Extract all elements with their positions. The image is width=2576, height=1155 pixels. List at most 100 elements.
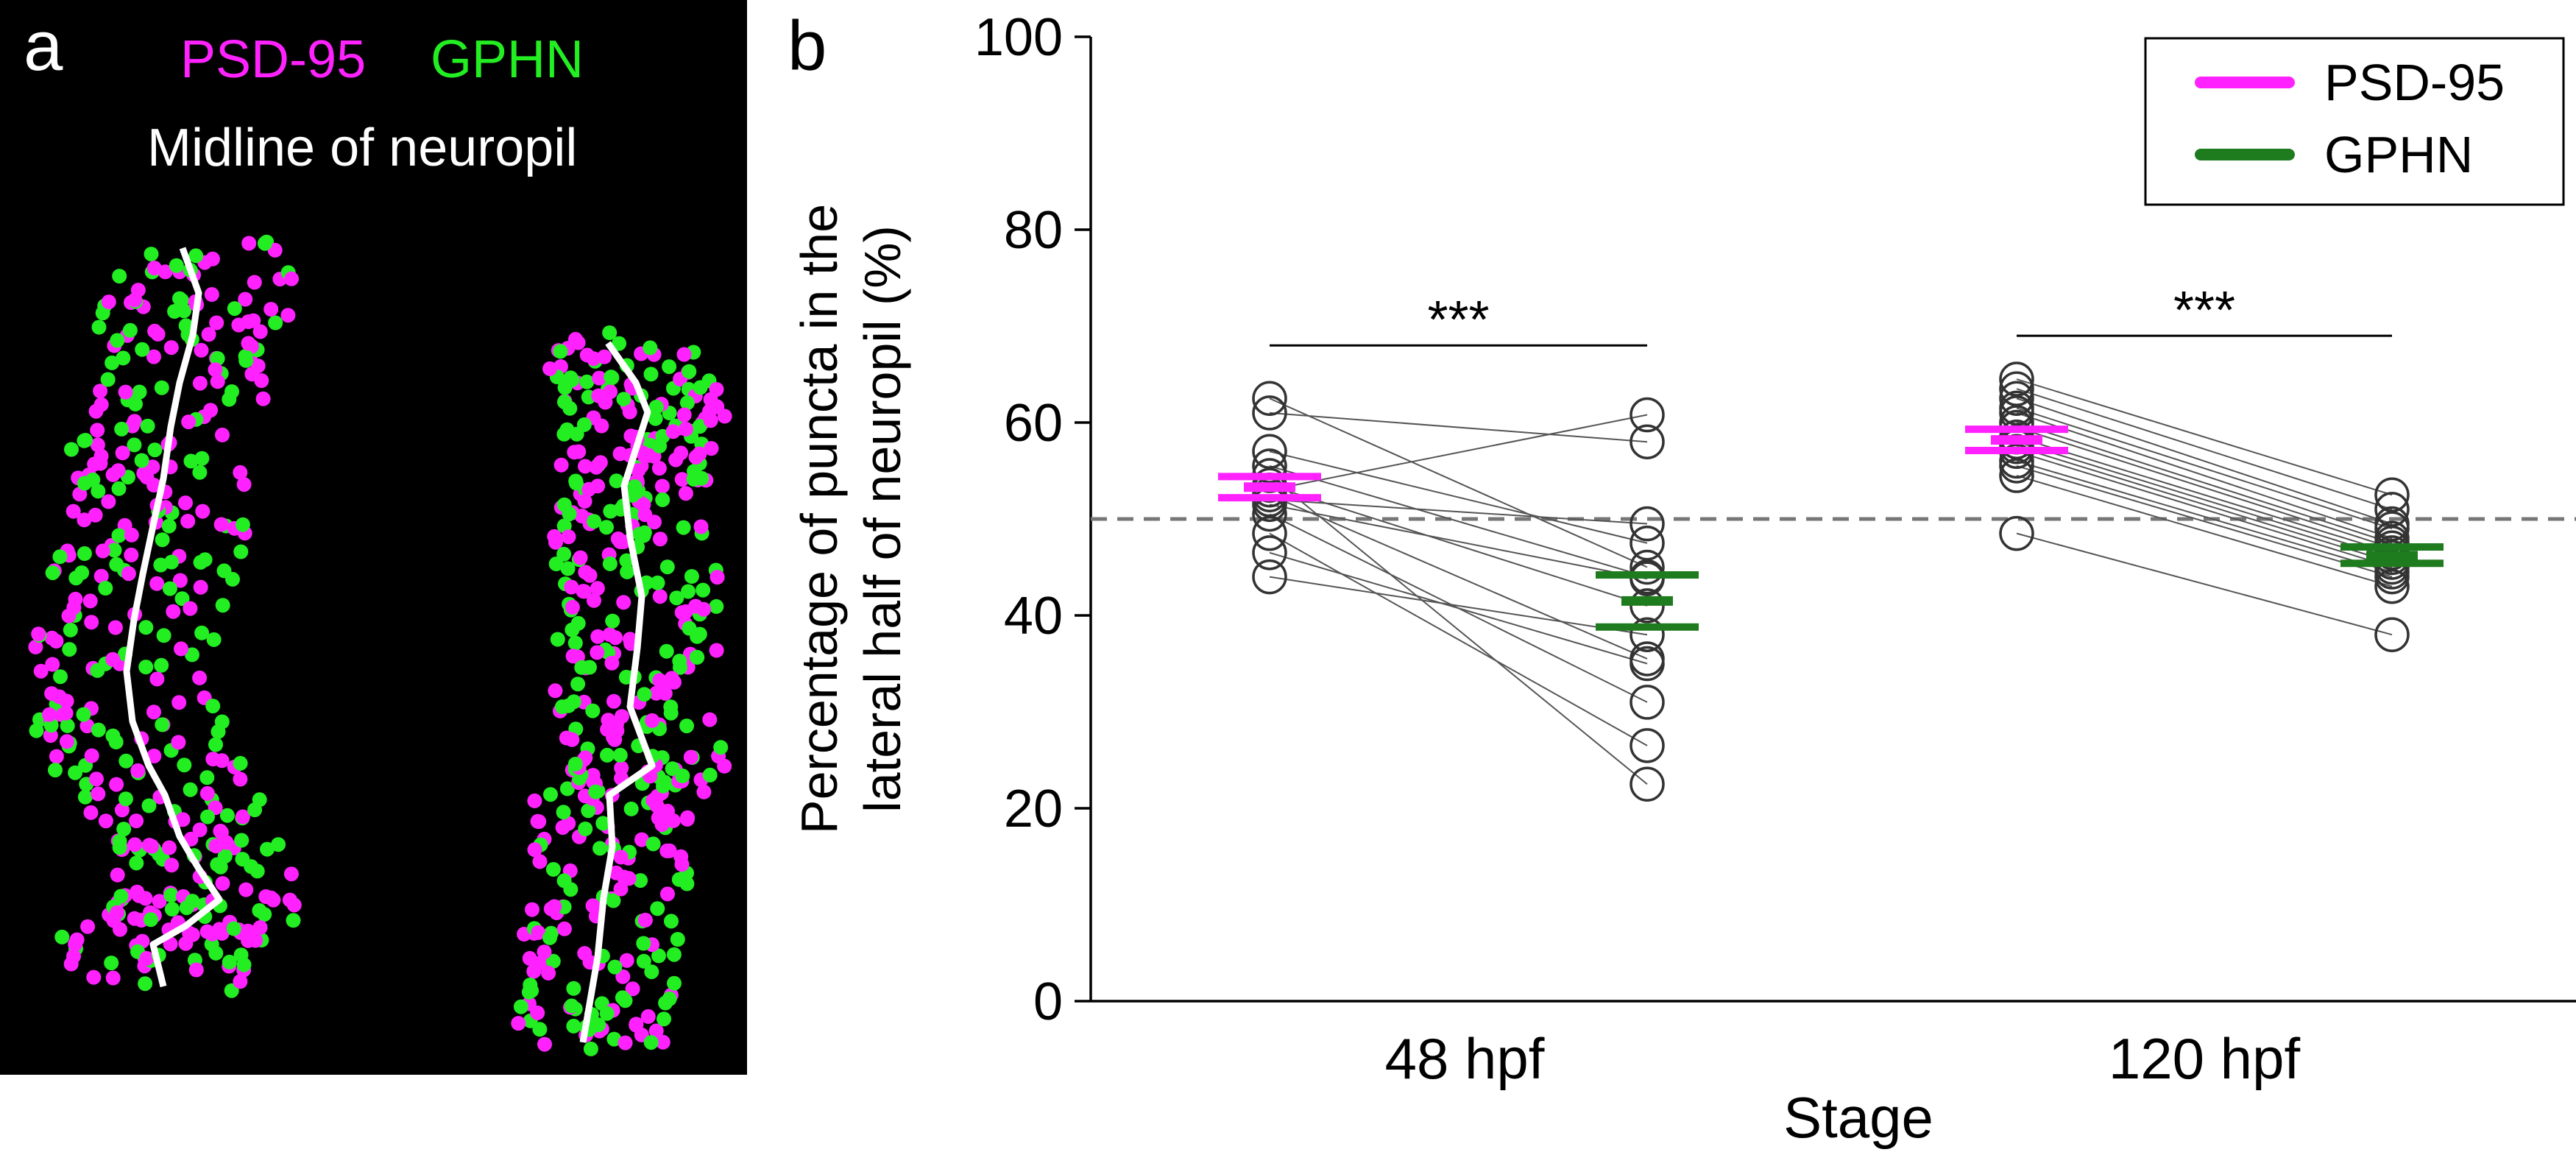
punctum-psd95 — [80, 919, 96, 934]
punctum-gphn — [636, 953, 651, 969]
punctum-psd95 — [33, 663, 49, 679]
punctum-psd95 — [530, 813, 545, 829]
punctum-gphn — [122, 322, 138, 338]
punctum-gphn — [606, 893, 621, 908]
point-gphn — [2374, 617, 2410, 652]
punctum-psd95 — [674, 857, 690, 872]
punctum-psd95 — [246, 313, 261, 328]
punctum-psd95 — [587, 593, 601, 608]
punctum-psd95 — [241, 236, 257, 251]
punctum-psd95 — [188, 962, 204, 978]
punctum-gphn — [172, 291, 187, 306]
paired-line — [2016, 460, 2393, 573]
punctum-psd95 — [606, 693, 621, 709]
punctum-psd95 — [91, 786, 106, 802]
panel-a-letter: a — [24, 7, 63, 85]
punctum-gphn — [257, 907, 272, 922]
punctum-psd95 — [205, 251, 220, 266]
x-category-label: 48 hpf — [1385, 1026, 1545, 1091]
punctum-gphn — [48, 763, 63, 778]
punctum-gphn — [60, 718, 75, 733]
y-axis-title-line1: Percentage of puncta in the — [790, 204, 848, 834]
paired-line — [2016, 532, 2393, 636]
panel-b-chart: b 0 20 40 60 80 100 *** *** 48 hpf 120 hpf Stag… — [788, 7, 2576, 1150]
punctum-psd95 — [213, 517, 229, 532]
punctum-gphn — [696, 582, 711, 598]
punctum-psd95 — [692, 446, 707, 462]
punctum-psd95 — [619, 953, 634, 968]
punctum-gphn — [557, 395, 572, 410]
punctum-gphn — [521, 984, 537, 1000]
punctum-psd95 — [709, 643, 724, 658]
punctum-gphn — [95, 305, 110, 321]
punctum-gphn — [657, 1011, 671, 1027]
punctum-psd95 — [590, 645, 605, 660]
punctum-psd95 — [209, 315, 224, 331]
legend-box — [2144, 37, 2565, 206]
punctum-psd95 — [581, 481, 597, 497]
punctum-gphn — [200, 809, 215, 824]
midline-right — [579, 341, 656, 1043]
punctum-psd95 — [88, 403, 104, 419]
punctum-gphn — [664, 914, 679, 929]
punctum-gphn — [222, 954, 237, 969]
punctum-gphn — [619, 553, 634, 568]
paired-line — [2016, 441, 2393, 559]
punctum-gphn — [104, 956, 119, 971]
punctum-gphn — [675, 769, 690, 783]
punctum-psd95 — [192, 822, 208, 838]
punctum-psd95 — [203, 403, 219, 418]
punctum-gphn — [53, 669, 68, 685]
punctum-psd95 — [527, 842, 542, 858]
punctum-psd95 — [254, 373, 269, 388]
panel-a-microscopy: a PSD-95 GPHN Midline of neuropil — [0, 0, 747, 1075]
punctum-psd95 — [532, 854, 548, 869]
punctum-psd95 — [561, 816, 576, 831]
punctum-gphn — [257, 236, 272, 251]
point-gphn — [1630, 617, 1665, 652]
punctum-gphn — [174, 591, 190, 607]
point-psd95 — [1999, 381, 2034, 416]
punctum-gphn — [676, 520, 691, 535]
paired-line — [1269, 451, 1648, 544]
punctum-psd95 — [139, 951, 155, 966]
punctum-psd95 — [702, 712, 718, 727]
punctum-psd95 — [565, 649, 581, 664]
punctum-gphn — [643, 1035, 659, 1050]
punctum-psd95 — [651, 461, 667, 476]
punctum-psd95 — [66, 504, 81, 519]
punctum-psd95 — [665, 813, 681, 828]
punctum-gphn — [603, 504, 618, 519]
punctum-gphn — [164, 554, 180, 570]
paired-line — [1269, 551, 1648, 665]
punctum-psd95 — [659, 843, 675, 858]
punctum-gphn — [144, 247, 159, 262]
y-ticks: 0 20 40 60 80 100 — [974, 8, 1091, 1031]
punctum-gphn — [140, 418, 155, 434]
punctum-gphn — [652, 438, 668, 453]
punctum-psd95 — [537, 944, 552, 960]
point-gphn — [1630, 526, 1665, 561]
punctum-psd95 — [645, 713, 660, 728]
punctum-gphn — [656, 778, 670, 794]
punctum-psd95 — [612, 446, 628, 462]
punctum-psd95 — [45, 657, 60, 672]
punctum-psd95 — [548, 683, 563, 699]
punctum-gphn — [612, 747, 628, 763]
punctum-psd95 — [127, 837, 143, 852]
punctum-gphn — [702, 767, 718, 783]
punctum-gphn — [91, 319, 107, 335]
paired-line — [2016, 388, 2393, 510]
punctum-gphn — [194, 625, 210, 640]
punctum-psd95 — [674, 605, 690, 621]
paired-line — [1269, 532, 1648, 746]
punctum-gphn — [135, 342, 150, 357]
punctum-psd95 — [241, 336, 256, 351]
punctum-gphn — [185, 894, 200, 909]
punctum-gphn — [98, 581, 113, 596]
punctum-psd95 — [621, 871, 637, 886]
punctum-gphn — [690, 649, 705, 665]
punctum-gphn — [566, 1018, 581, 1034]
punctum-gphn — [567, 635, 583, 651]
punctum-gphn — [113, 889, 129, 904]
